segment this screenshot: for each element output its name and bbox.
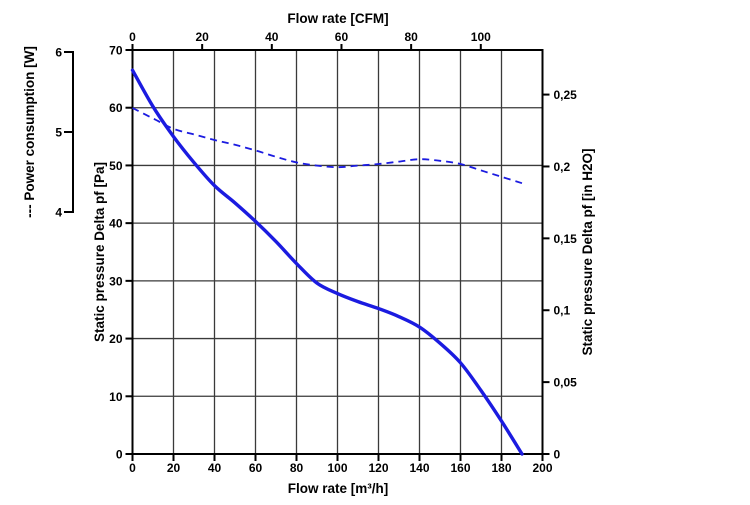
tick-label: 0 [129,461,136,475]
tick-label: 0,25 [554,88,578,102]
left-axis-title: Static pressure Delta pf [Pa] [92,162,107,342]
tick-label: 60 [249,461,263,475]
tick-label: 0 [116,448,123,462]
tick-label: 140 [409,461,429,475]
right-axis-title: Static pressure Delta pf [in H2O] [580,148,595,355]
tick-label: 80 [290,461,304,475]
tick-label: 40 [265,30,279,44]
tick-label: 5 [55,126,62,140]
tick-label: 0,15 [554,232,578,246]
tick-label: 100 [471,30,491,44]
tick-label: 10 [109,390,123,404]
tick-label: 20 [167,461,181,475]
power-axis-title: --- Power consumption [W] [22,46,37,218]
tick-label: 70 [109,44,123,58]
top-axis-title: Flow rate [CFM] [287,11,388,26]
tick-label: 80 [404,30,418,44]
tick-label: 50 [109,159,123,173]
gridlines [132,50,543,454]
power-consumption-curve [132,107,523,185]
tick-label: 60 [109,101,123,115]
static-pressure-curve [130,68,524,456]
tick-label: 180 [491,461,511,475]
tick-label: 100 [327,461,347,475]
tick-label: 160 [450,461,470,475]
tick-label: 200 [532,461,552,475]
tick-label: 0,2 [554,160,571,174]
bottom-axis-title: Flow rate [m³/h] [288,481,389,496]
tick-label: 40 [208,461,222,475]
tick-label: 6 [55,46,62,60]
tick-label: 0,05 [554,376,578,390]
tick-label: 120 [368,461,388,475]
tick-label: 0,1 [554,304,571,318]
tick-label: 40 [109,217,123,231]
tick-label: 30 [109,274,123,288]
curves [130,68,524,456]
tick-label: 4 [55,206,62,220]
tick-label: 60 [335,30,349,44]
tick-label: 20 [109,332,123,346]
tick-label: 0 [554,448,561,462]
power-axis-bracket [64,51,74,213]
tick-label: 20 [195,30,209,44]
tick-label: 0 [129,30,136,44]
